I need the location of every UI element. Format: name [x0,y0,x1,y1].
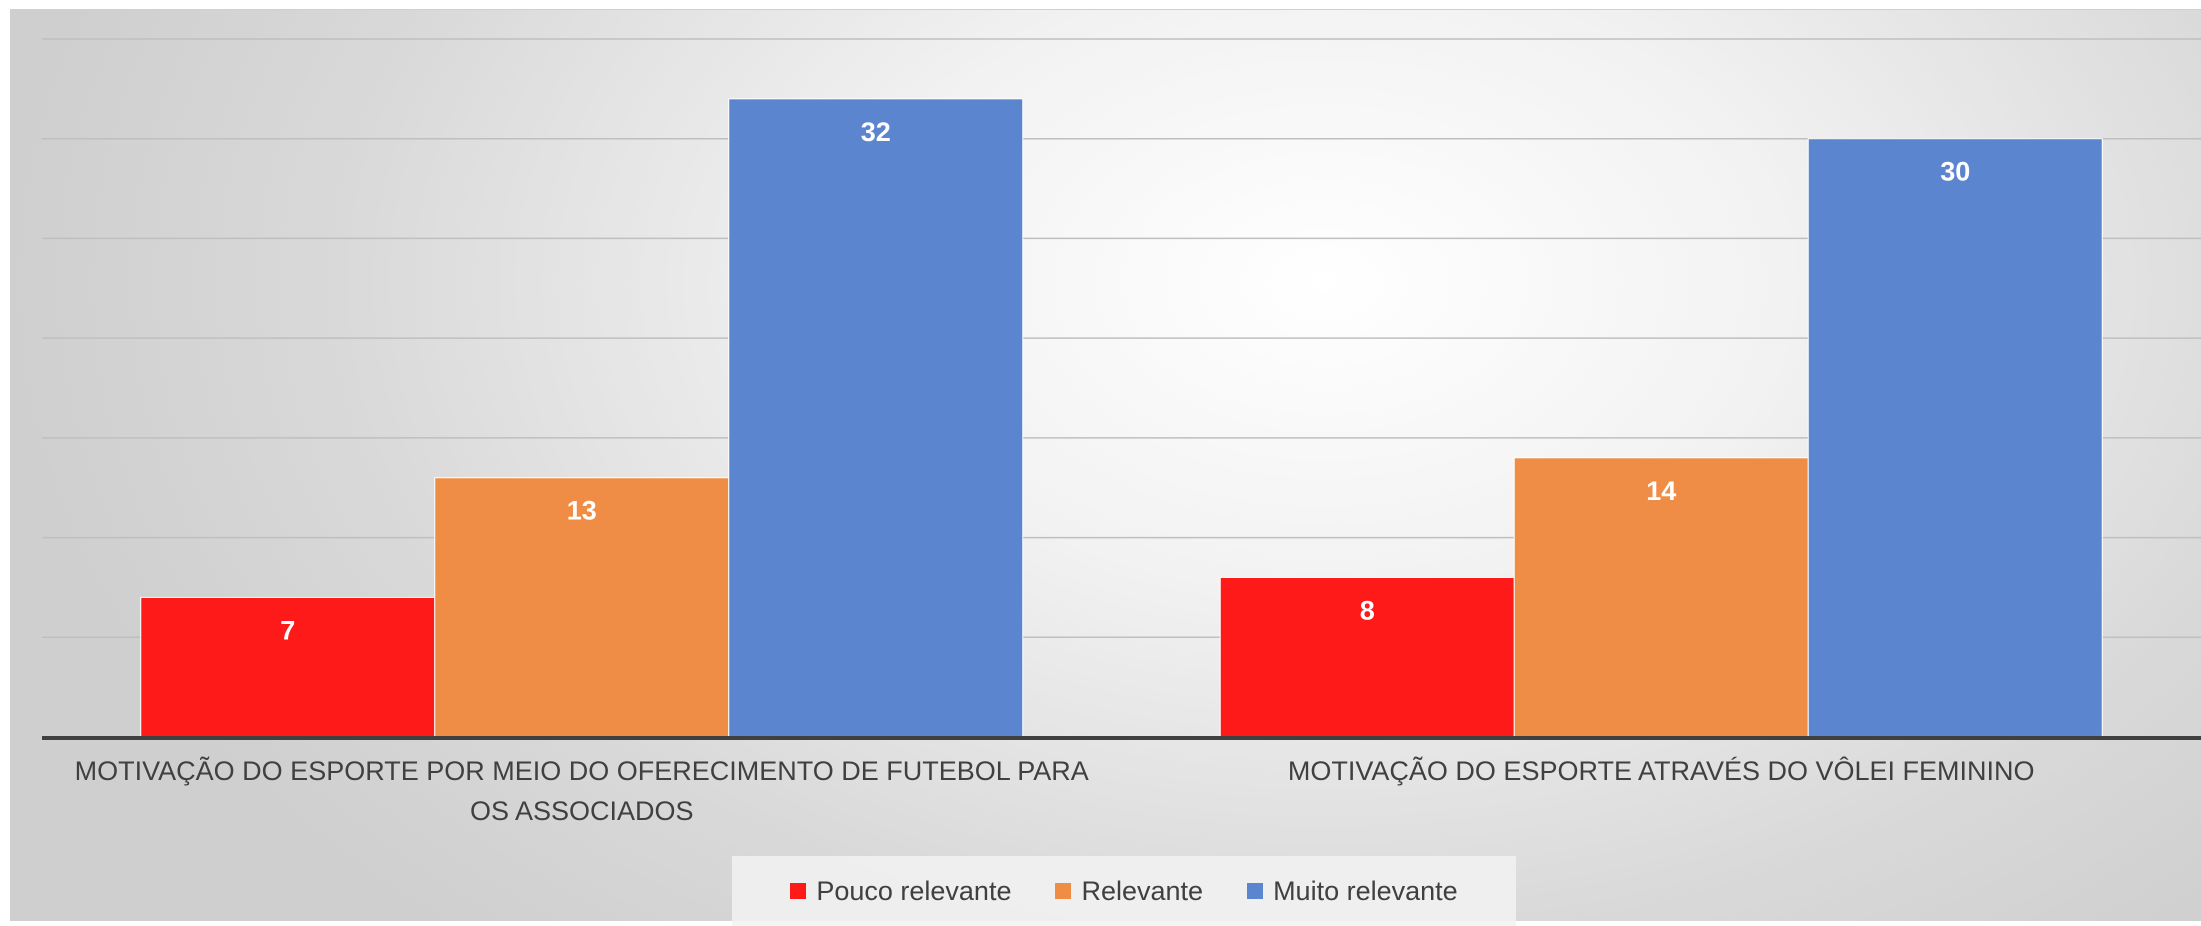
legend-item-relevante: Relevante [1055,876,1203,907]
chart-plot: 7 13 32 8 14 30 [42,38,2201,740]
bar-pouco-relevante-1 [1219,576,1515,738]
legend-swatch-muito-relevante [1247,883,1264,899]
legend-label-relevante: Relevante [1081,875,1204,906]
data-label-relevante-0: 13 [567,496,597,526]
data-label-muito-relevante-0: 32 [861,117,891,147]
data-label-pouco-relevante-1: 8 [1360,595,1375,625]
legend-item-pouco-relevante: Pouco relevante [790,876,1011,907]
data-label-pouco-relevante-0: 7 [280,615,295,645]
data-labels: 7 13 32 8 14 30 [280,117,1970,646]
legend-label-pouco-relevante: Pouco relevante [816,875,1012,906]
chart-area: 7 13 32 8 14 30 MOTIVAÇÃO DO ESPORTE POR MEIO… [10,9,2201,926]
legend: Pouco relevante Relevante Muito relevant… [732,856,1516,926]
legend-swatch-pouco-relevante [790,883,807,899]
data-label-relevante-1: 14 [1646,476,1676,506]
data-label-muito-relevante-1: 30 [1940,157,1970,187]
bar-muito-relevante-1 [1807,138,2103,738]
legend-item-muito-relevante: Muito relevante [1247,876,1458,907]
category-label-futebol: MOTIVAÇÃO DO ESPORTE POR MEIO DO OFERECI… [74,756,1089,826]
legend-label-muito-relevante: Muito relevante [1273,875,1458,906]
bar-muito-relevante-0 [728,98,1024,738]
gridlines [42,38,2201,639]
bar-relevante-0 [434,477,730,738]
bar-relevante-1 [1513,457,1809,738]
category-label-volei: MOTIVAÇÃO DO ESPORTE ATRAVÉS DO VÔLEI FE… [1287,756,2035,786]
legend-swatch-relevante [1055,883,1072,899]
bars [140,98,2103,738]
